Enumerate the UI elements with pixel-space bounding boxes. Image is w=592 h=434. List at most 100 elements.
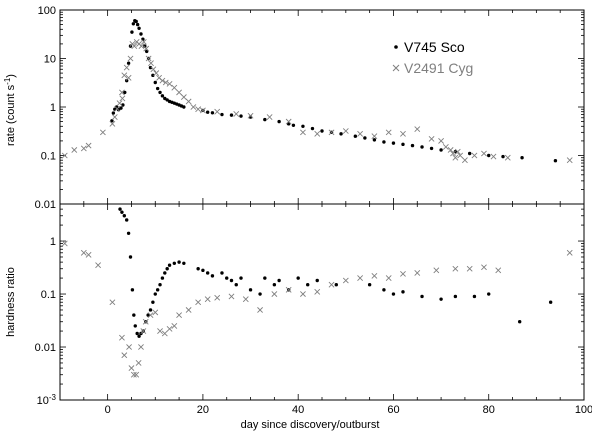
hardness-y-ticks: 10-3 0.01 0.1 1 — [35, 203, 584, 407]
data-point — [553, 159, 558, 163]
data-point — [190, 104, 197, 110]
data-point — [130, 288, 135, 292]
data-point — [140, 38, 147, 45]
data-point — [391, 292, 396, 296]
data-point — [385, 275, 392, 281]
data-point — [128, 365, 135, 372]
data-point — [151, 73, 155, 78]
data-point — [118, 207, 122, 211]
data-point — [495, 267, 502, 274]
data-point — [342, 277, 349, 284]
data-point — [116, 100, 123, 107]
data-point — [467, 151, 472, 156]
data-point — [439, 148, 443, 152]
data-point — [195, 106, 202, 113]
hardness-x-ticks: 0 20 40 60 80 100 — [59, 204, 592, 416]
data-point — [85, 142, 92, 149]
data-point — [357, 275, 364, 281]
data-point — [457, 152, 464, 159]
data-point — [148, 60, 154, 67]
data-point — [138, 344, 144, 350]
data-point — [131, 22, 136, 26]
data-point — [138, 43, 145, 50]
data-point — [481, 150, 487, 157]
hardness-panel-frame — [59, 203, 585, 401]
data-point — [504, 154, 511, 161]
data-point — [133, 324, 137, 328]
data-point — [142, 318, 149, 325]
data-point — [120, 210, 124, 214]
data-point — [201, 268, 205, 273]
data-point — [248, 288, 253, 292]
rate-y-tick-label: 100 — [38, 5, 56, 17]
data-point — [234, 282, 238, 287]
data-point — [433, 267, 440, 274]
data-point — [119, 95, 126, 102]
data-point — [132, 313, 136, 317]
data-point — [263, 117, 267, 122]
rate-panel: 0.01 0.1 1 10 100 rate (count s-1) V745 Sco … — [3, 5, 585, 211]
data-point — [163, 271, 167, 275]
data-point — [452, 154, 459, 161]
data-point — [135, 22, 140, 27]
data-point — [195, 299, 202, 306]
data-point — [159, 77, 166, 84]
data-point — [277, 278, 281, 283]
data-point — [133, 371, 140, 378]
data-point — [121, 72, 128, 79]
hardness-y-tick-label: 0.1 — [41, 289, 56, 301]
data-point — [157, 328, 163, 334]
data-point — [414, 126, 421, 133]
data-point — [481, 264, 487, 271]
data-point — [122, 214, 127, 218]
hardness-x-tick-label: 80 — [483, 404, 495, 416]
data-point — [166, 325, 173, 332]
data-point — [517, 320, 522, 324]
data-point — [300, 129, 306, 136]
data-point — [391, 141, 396, 145]
data-point — [410, 143, 415, 148]
data-point — [258, 292, 262, 296]
data-point — [490, 153, 497, 160]
data-point — [296, 276, 300, 280]
data-point — [155, 288, 160, 292]
data-point — [257, 307, 263, 313]
hardness-y-tick-label: 10-3 — [37, 393, 57, 407]
data-point — [131, 43, 138, 50]
data-point — [80, 249, 87, 256]
data-point — [233, 111, 240, 117]
legend-marker-v745-sco — [394, 45, 398, 49]
hardness-y-tick-label: 1 — [50, 236, 56, 248]
data-point — [400, 130, 406, 137]
data-point — [126, 344, 132, 350]
data-point — [442, 144, 449, 150]
data-point — [80, 145, 87, 152]
data-point — [247, 112, 254, 119]
rate-y-ticks: 0.01 0.1 1 10 100 — [35, 5, 584, 211]
data-point — [439, 297, 443, 301]
data-point — [461, 157, 468, 164]
data-point — [271, 291, 278, 297]
data-point — [114, 105, 121, 112]
data-point — [124, 78, 129, 83]
data-point — [277, 119, 281, 124]
data-point — [135, 360, 142, 366]
data-point — [447, 147, 454, 153]
data-point — [285, 286, 292, 293]
data-point — [205, 110, 210, 114]
data-point — [414, 270, 421, 276]
data-point — [301, 124, 305, 129]
data-point — [420, 145, 424, 149]
data-point — [140, 328, 147, 334]
data-point — [119, 334, 125, 341]
data-point — [151, 300, 155, 304]
data-point — [167, 263, 172, 267]
data-point — [111, 114, 118, 120]
data-point — [272, 282, 277, 287]
x-axis-label: day since discovery/outburst — [241, 419, 380, 431]
data-point — [372, 138, 377, 142]
data-point — [314, 130, 321, 137]
data-point — [566, 249, 573, 256]
data-point — [210, 111, 215, 115]
rate-x-ticks — [59, 10, 585, 204]
